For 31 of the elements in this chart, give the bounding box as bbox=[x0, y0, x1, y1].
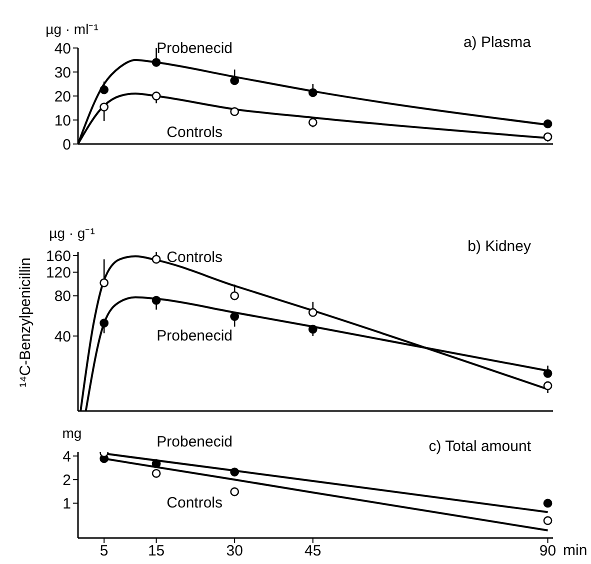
y-tick-label: 40 bbox=[54, 328, 71, 346]
x-tick-label: 45 bbox=[304, 542, 322, 560]
series-label: Controls bbox=[166, 494, 223, 512]
series-label: Probenecid bbox=[156, 40, 233, 57]
y-tick-label: 20 bbox=[54, 88, 71, 106]
y-tick-label: 160 bbox=[46, 248, 71, 265]
series-label: Probenecid bbox=[156, 434, 233, 451]
chart-title: c) Total amount bbox=[428, 438, 531, 455]
text: ¹⁴C-Benzylpenicillin bbox=[17, 258, 34, 388]
x-axis-title: min bbox=[563, 542, 588, 559]
series-label: Controls bbox=[166, 248, 223, 266]
y-tick-label: 80 bbox=[54, 288, 71, 306]
y-tick-label: 40 bbox=[54, 40, 71, 58]
x-tick-label: 30 bbox=[226, 542, 243, 560]
y-axis-title: µg · ml⁻¹ bbox=[46, 21, 99, 37]
series-label: Controls bbox=[166, 124, 223, 142]
y-tick-label: 2 bbox=[62, 472, 71, 489]
y-tick-label: 120 bbox=[46, 264, 71, 282]
chart-title: a) Plasma bbox=[463, 34, 531, 51]
y-tick-label: 30 bbox=[54, 64, 71, 82]
y-tick-label: 4 bbox=[62, 448, 71, 466]
y-axis-title: µg · g⁻¹ bbox=[49, 225, 96, 241]
x-tick-label: 90 bbox=[539, 542, 556, 560]
series-label: Probenecid bbox=[156, 327, 233, 344]
chart-title: b) Kidney bbox=[468, 238, 531, 255]
y-tick-label: 1 bbox=[62, 496, 71, 513]
y-tick-label: 0 bbox=[62, 136, 71, 154]
x-tick-label: 15 bbox=[148, 542, 165, 560]
y-tick-label: 10 bbox=[54, 112, 71, 130]
x-tick-label: 5 bbox=[100, 542, 108, 560]
y-axis-title: mg bbox=[62, 425, 82, 441]
